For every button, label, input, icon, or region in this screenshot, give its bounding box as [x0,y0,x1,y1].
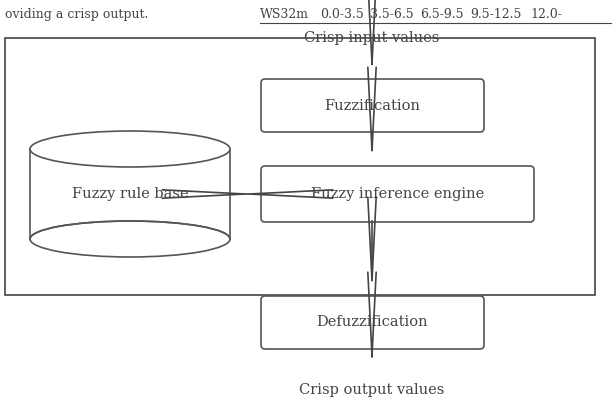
Bar [29,239,231,259]
Text: Crisp output values: Crisp output values [299,383,445,397]
Text: 3.5-6.5: 3.5-6.5 [370,8,414,21]
Text: Fuzzy inference engine: Fuzzy inference engine [311,187,484,201]
Ellipse shape [30,221,230,257]
Text: oviding a crisp output.: oviding a crisp output. [5,8,148,21]
Text: 6.5-9.5: 6.5-9.5 [420,8,463,21]
Text: 12.0-: 12.0- [530,8,562,21]
Bar [30,149,230,239]
Text: 0.0-3.5: 0.0-3.5 [320,8,364,21]
Text: Fuzzification: Fuzzification [324,99,420,113]
FancyBboxPatch shape [261,296,484,349]
Ellipse shape [30,131,230,167]
FancyBboxPatch shape [261,79,484,132]
FancyBboxPatch shape [261,166,534,222]
Text: Fuzzy rule base: Fuzzy rule base [72,187,188,201]
Text: Defuzzification: Defuzzification [316,316,428,330]
Text: WS32m: WS32m [260,8,309,21]
Bar [5,38,595,295]
Text: 9.5-12.5: 9.5-12.5 [470,8,521,21]
Text: Crisp input values: Crisp input values [304,31,439,45]
